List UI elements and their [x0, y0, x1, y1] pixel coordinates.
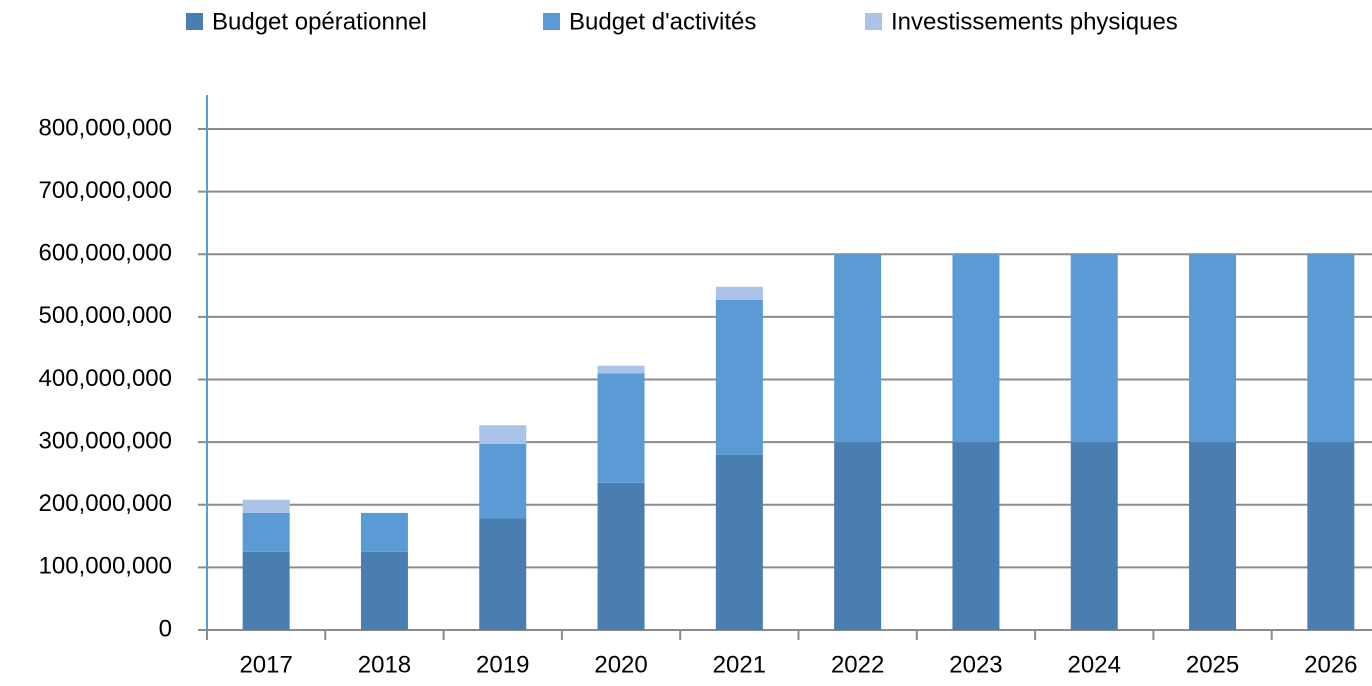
y-tick-label: 300,000,000	[39, 427, 172, 454]
y-tick-label: 400,000,000	[39, 365, 172, 392]
legend-swatch	[865, 13, 882, 30]
bar-segment	[360, 551, 408, 630]
bar-segment	[479, 444, 527, 519]
bar-segment	[715, 299, 763, 455]
y-tick-label: 0	[159, 615, 172, 642]
bar-segment	[1307, 442, 1355, 630]
bar-segment	[1189, 254, 1237, 443]
bar-segment	[360, 512, 408, 552]
bar-segment	[597, 482, 645, 630]
bar-segment	[1307, 254, 1355, 443]
legend-swatch	[186, 13, 203, 30]
bar-segment	[1070, 254, 1118, 443]
y-tick-label: 200,000,000	[39, 490, 172, 517]
y-tick-label: 500,000,000	[39, 302, 172, 329]
x-tick-label: 2018	[358, 651, 411, 678]
x-tick-label: 2020	[594, 651, 647, 678]
bar-segment	[242, 499, 290, 513]
x-tick-label: 2019	[476, 651, 529, 678]
x-tick-label: 2025	[1186, 651, 1239, 678]
bar-segment	[597, 365, 645, 374]
legend-label: Budget d'activités	[569, 8, 756, 35]
y-tick-label: 100,000,000	[39, 553, 172, 580]
bar-segment	[715, 454, 763, 630]
bar-segment	[597, 373, 645, 483]
bar-segment	[242, 551, 290, 630]
y-tick-label: 700,000,000	[39, 177, 172, 204]
legend-label: Budget opérationnel	[212, 8, 427, 35]
bar-segment	[834, 254, 882, 443]
bar-segment	[952, 442, 1000, 630]
bar-segment	[1189, 442, 1237, 630]
x-tick-label: 2026	[1304, 651, 1357, 678]
bar-segment	[952, 254, 1000, 443]
x-tick-label: 2021	[713, 651, 766, 678]
bar-segment	[479, 425, 527, 445]
bar-segment	[834, 442, 882, 630]
x-tick-label: 2024	[1068, 651, 1121, 678]
bar-segment	[1070, 442, 1118, 630]
bar-segment	[242, 512, 290, 552]
bar-segment	[715, 286, 763, 300]
x-tick-label: 2023	[949, 651, 1002, 678]
y-tick-label: 600,000,000	[39, 240, 172, 267]
bar-segment	[479, 518, 527, 630]
x-tick-label: 2017	[239, 651, 292, 678]
legend-label: Investissements physiques	[891, 8, 1178, 35]
legend-swatch	[543, 13, 560, 30]
x-tick-label: 2022	[831, 651, 884, 678]
y-tick-label: 800,000,000	[39, 114, 172, 141]
